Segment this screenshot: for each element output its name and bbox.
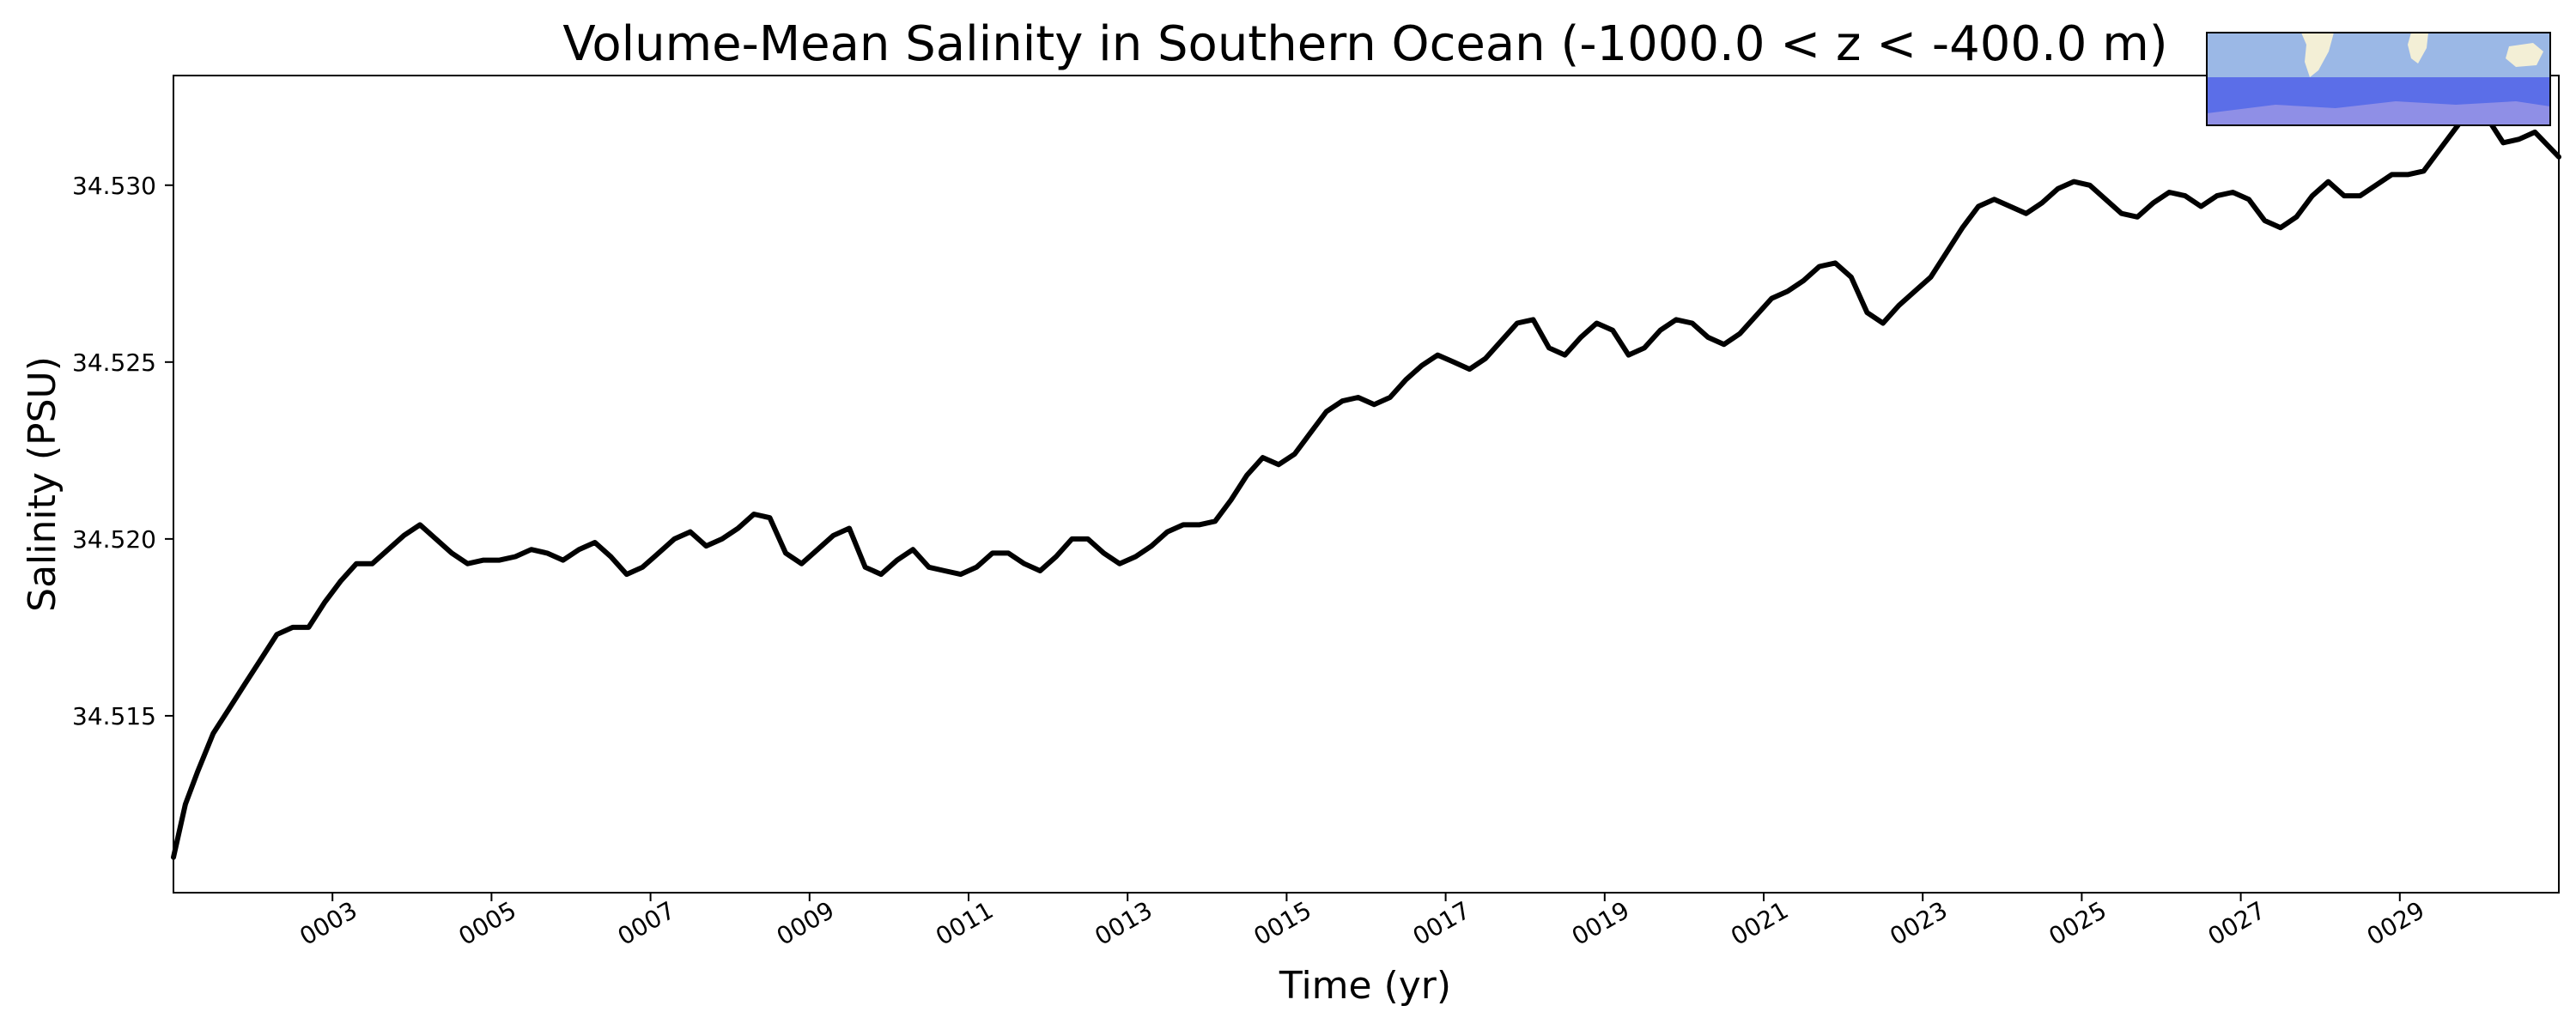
- y-tick-label: 34.525: [72, 348, 156, 377]
- plot-frame: [173, 75, 2560, 894]
- x-tick-label: 0019: [1567, 896, 1634, 951]
- inset-land-south-america: [2301, 33, 2334, 77]
- y-tick-label: 34.520: [72, 525, 156, 554]
- x-tick-label: 0021: [1726, 896, 1793, 951]
- x-tick-label: 0009: [772, 896, 839, 951]
- inset-frame: [2206, 32, 2551, 126]
- x-tick-label: 0015: [1249, 896, 1316, 951]
- x-tick-label: 0025: [2044, 896, 2111, 951]
- y-axis-label: Salinity (PSU): [21, 356, 64, 612]
- x-tick-label: 0013: [1090, 896, 1157, 951]
- chart-title: Volume-Mean Salinity in Southern Ocean (…: [562, 16, 2167, 72]
- x-tick-label: 0029: [2362, 896, 2429, 951]
- x-axis-label: Time (yr): [1279, 964, 1451, 1008]
- series-layer: [171, 105, 2561, 860]
- x-tick-label: 0007: [613, 896, 680, 951]
- inset-map: [2206, 32, 2551, 126]
- inset-land-africa: [2408, 33, 2428, 64]
- x-tick-label: 0027: [2203, 896, 2270, 951]
- y-axis: 34.515 34.520 34.525 34.530: [72, 172, 173, 730]
- inset-ocean-top: [2207, 33, 2550, 77]
- inset-land-australia: [2506, 43, 2543, 67]
- plot-area: [171, 75, 2561, 894]
- x-tick-label: 0003: [295, 896, 361, 951]
- y-tick-label: 34.530: [72, 172, 156, 200]
- inset-land-antarctica: [2207, 101, 2550, 125]
- x-tick-label: 0017: [1408, 896, 1475, 951]
- x-tick-label: 0005: [454, 896, 521, 951]
- x-tick-label: 0011: [931, 896, 998, 951]
- series-line-0: [171, 105, 2561, 860]
- x-axis: 0003 0005 0007 0009 0011 0013 0015 0017 0019 0021…: [295, 893, 2429, 951]
- y-tick-label: 34.515: [72, 702, 156, 730]
- x-tick-label: 0023: [1885, 896, 1952, 951]
